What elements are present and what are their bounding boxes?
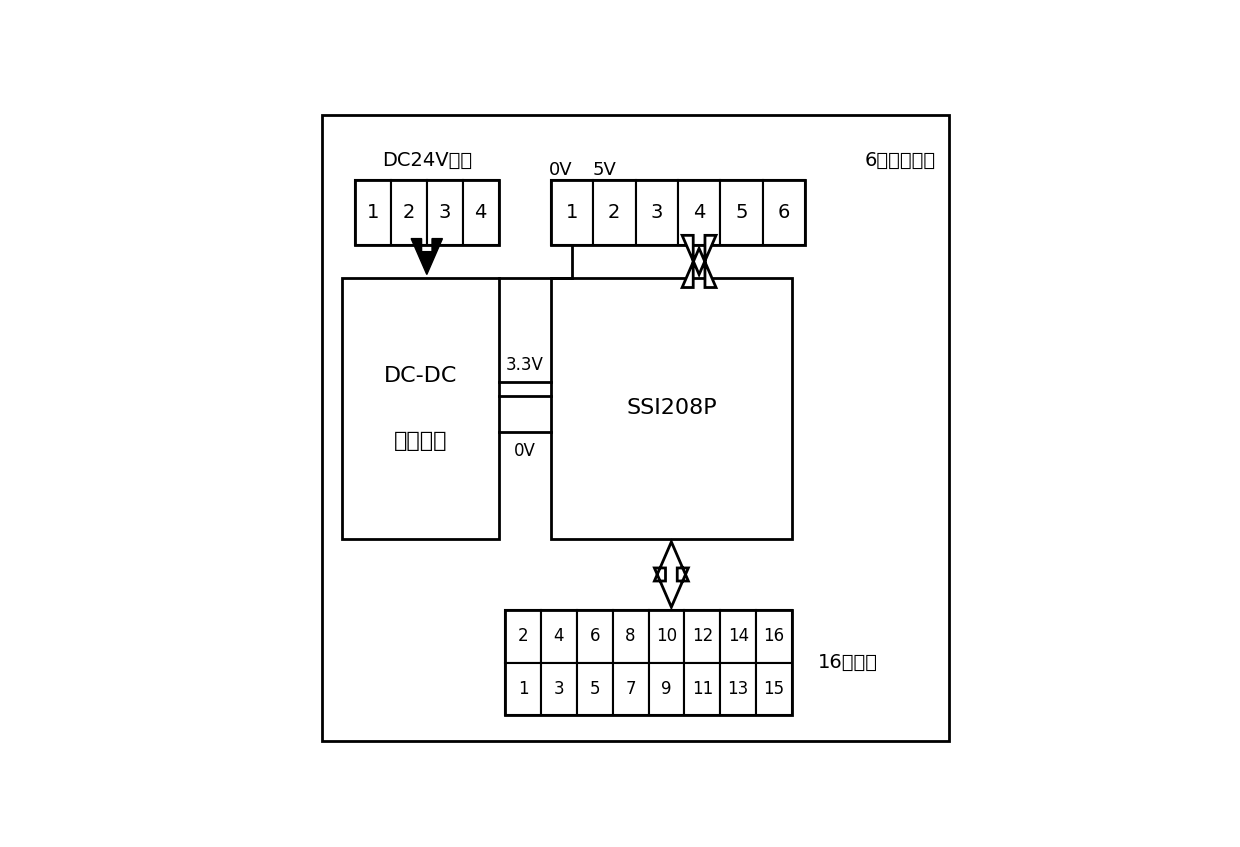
Polygon shape xyxy=(655,542,688,607)
Bar xyxy=(684,662,720,715)
Bar xyxy=(551,180,593,245)
Text: 5: 5 xyxy=(735,203,748,222)
Bar xyxy=(551,180,805,245)
Bar xyxy=(541,662,577,715)
Bar xyxy=(763,180,805,245)
Text: 4: 4 xyxy=(693,203,706,222)
Bar xyxy=(551,278,792,539)
Bar xyxy=(342,278,498,539)
Bar xyxy=(720,611,756,662)
Text: 9: 9 xyxy=(661,679,672,698)
Text: 14: 14 xyxy=(728,628,749,645)
Text: 1: 1 xyxy=(517,679,528,698)
Text: 16芯插座: 16芯插座 xyxy=(818,653,878,672)
Bar xyxy=(649,662,684,715)
Bar xyxy=(505,611,792,715)
Bar xyxy=(355,180,498,245)
Polygon shape xyxy=(682,235,715,287)
Bar xyxy=(505,662,541,715)
Text: 2: 2 xyxy=(403,203,415,222)
Bar xyxy=(613,662,649,715)
Text: 15: 15 xyxy=(764,679,785,698)
Bar xyxy=(391,180,427,245)
Text: 1: 1 xyxy=(367,203,379,222)
Text: 4: 4 xyxy=(475,203,487,222)
Bar xyxy=(756,611,792,662)
Text: 6: 6 xyxy=(589,628,600,645)
Text: 3: 3 xyxy=(553,679,564,698)
Bar xyxy=(355,180,391,245)
Text: 4: 4 xyxy=(553,628,564,645)
Text: 13: 13 xyxy=(728,679,749,698)
Bar xyxy=(427,180,463,245)
Text: 5: 5 xyxy=(589,679,600,698)
Text: 6: 6 xyxy=(777,203,790,222)
Polygon shape xyxy=(412,239,443,274)
Text: SSI208P: SSI208P xyxy=(626,398,717,418)
Bar xyxy=(720,662,756,715)
Text: 0V: 0V xyxy=(513,442,536,460)
Text: DC-DC: DC-DC xyxy=(383,366,458,385)
Bar xyxy=(577,662,613,715)
Text: 0V: 0V xyxy=(548,161,573,179)
Bar xyxy=(678,180,720,245)
Bar xyxy=(463,180,498,245)
Text: 2: 2 xyxy=(608,203,620,222)
Text: 7: 7 xyxy=(625,679,636,698)
Bar xyxy=(541,611,577,662)
Bar xyxy=(613,611,649,662)
Text: 1: 1 xyxy=(565,203,578,222)
Text: 3: 3 xyxy=(439,203,451,222)
Bar xyxy=(684,611,720,662)
Text: 电源模块: 电源模块 xyxy=(393,431,448,451)
Text: 2: 2 xyxy=(517,628,528,645)
Bar xyxy=(505,611,541,662)
Text: DC24V端子: DC24V端子 xyxy=(382,151,472,170)
Text: 16: 16 xyxy=(764,628,785,645)
Bar xyxy=(756,662,792,715)
Bar xyxy=(720,180,763,245)
Text: 3.3V: 3.3V xyxy=(506,357,543,374)
Text: 8: 8 xyxy=(625,628,636,645)
Bar xyxy=(593,180,635,245)
Text: 11: 11 xyxy=(692,679,713,698)
Bar xyxy=(649,611,684,662)
Text: 6芯接线端子: 6芯接线端子 xyxy=(864,151,935,170)
Bar xyxy=(577,611,613,662)
Text: 12: 12 xyxy=(692,628,713,645)
Text: 3: 3 xyxy=(651,203,663,222)
Text: 5V: 5V xyxy=(593,161,616,179)
Text: 10: 10 xyxy=(656,628,677,645)
Bar xyxy=(635,180,678,245)
